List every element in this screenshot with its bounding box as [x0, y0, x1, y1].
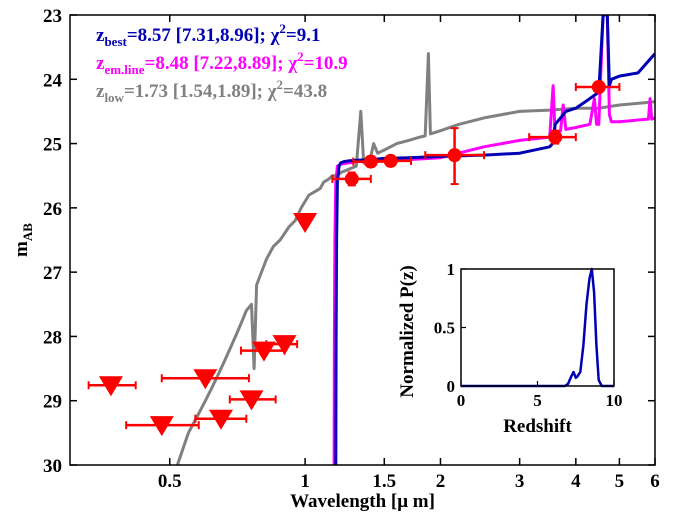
- series-line-zem-line: [332, 15, 655, 465]
- y-axis-label-main: m: [11, 241, 32, 257]
- x-axis-label: Wavelength [μ m]: [290, 491, 435, 512]
- inset-pz-line: [461, 267, 614, 388]
- x-tick-label: 1.5: [372, 471, 396, 492]
- x-tick-label: 4: [571, 471, 581, 492]
- legend-sup: 2: [279, 21, 286, 36]
- x-tick-label: 0.5: [158, 471, 182, 492]
- series-line-zlow: [175, 52, 655, 465]
- detection-marker: [447, 148, 462, 163]
- upper-limit-marker: [251, 341, 276, 362]
- y-axis-label-sub: AB: [20, 223, 35, 241]
- legend-text: =1.73 [1.54,1.89]; χ: [124, 81, 277, 102]
- legend-text: =8.48 [7.22,8.89]; χ: [145, 53, 298, 74]
- legend-suffix: =43.8: [283, 81, 327, 102]
- main-plot-frame: [69, 14, 656, 466]
- inset-x-axis-label: Redshift: [503, 416, 572, 437]
- y-tick-label: 28: [43, 327, 62, 348]
- legend-sup: 2: [277, 77, 284, 92]
- photometry-markers: [87, 80, 621, 437]
- inset-y-tick-label: 0: [447, 377, 456, 396]
- legend-suffix: =9.1: [286, 25, 321, 46]
- legend-suffix: =10.9: [304, 53, 348, 74]
- legend-text: =8.57 [7.31,8.96]; χ: [127, 25, 280, 46]
- upper-limit-marker: [293, 213, 318, 233]
- y-tick-label: 29: [43, 392, 62, 413]
- y-tick-label: 30: [43, 456, 62, 477]
- y-axis-label: mAB: [11, 223, 35, 257]
- legend-prefix: z: [96, 25, 105, 46]
- legend-sup: 2: [297, 49, 304, 64]
- y-tick-label: 25: [43, 135, 62, 156]
- inset-pz-curve: [461, 267, 614, 388]
- legend-sub: low: [104, 90, 124, 105]
- inset-x-tick-label: 5: [533, 391, 542, 410]
- legend: zbest=8.57 [7.31,8.96]; χ2=9.1zem.line=8…: [96, 21, 348, 105]
- upper-limit-marker: [193, 369, 218, 390]
- series-line-zbest: [334, 15, 655, 465]
- y-tick-label: 24: [43, 70, 63, 91]
- legend-prefix: z: [96, 81, 105, 102]
- x-tick-label: 2: [436, 471, 446, 492]
- inset-y-tick-label: 1: [447, 260, 456, 279]
- detection-marker: [591, 80, 606, 94]
- legend-entry: zlow=1.73 [1.54,1.89]; χ2=43.8: [96, 77, 327, 105]
- legend-prefix: z: [96, 53, 105, 74]
- upper-limit-marker: [98, 376, 123, 397]
- inset-y-tick-label: 0.5: [434, 319, 455, 338]
- legend-sub: best: [104, 34, 127, 49]
- inset-background: [461, 269, 614, 386]
- x-tick-label: 1: [300, 471, 310, 492]
- legend-sub: em.line: [104, 62, 144, 77]
- upper-limit-marker: [208, 409, 233, 430]
- inset-y-axis-label: Normalized P(z): [397, 265, 418, 397]
- inset-x-tick-label: 10: [606, 391, 623, 410]
- detection-marker: [383, 153, 398, 168]
- upper-limit-marker: [272, 335, 297, 356]
- detection-marker: [548, 130, 563, 145]
- y-tick-label: 27: [43, 263, 63, 284]
- y-tick-label: 26: [43, 199, 62, 220]
- upper-limit-marker: [149, 416, 174, 437]
- detection-marker: [344, 171, 359, 186]
- x-tick-label: 6: [650, 471, 660, 492]
- legend-entry: zem.line=8.48 [7.22,8.89]; χ2=10.9: [96, 49, 348, 77]
- x-tick-label: 3: [515, 471, 525, 492]
- inset-ticks: 0 5 10 0 0.5 1: [434, 260, 623, 410]
- inset-pz-plot: 0 5 10 0 0.5 1 Redshift Normalized P(z): [397, 260, 623, 437]
- y-tick-label: 23: [43, 6, 62, 27]
- model-spectra: [175, 15, 655, 465]
- x-tick-label: 5: [615, 471, 625, 492]
- legend-entry: zbest=8.57 [7.31,8.96]; χ2=9.1: [96, 21, 321, 49]
- inset-x-tick-label: 0: [457, 391, 466, 410]
- upper-limit-marker: [239, 390, 264, 411]
